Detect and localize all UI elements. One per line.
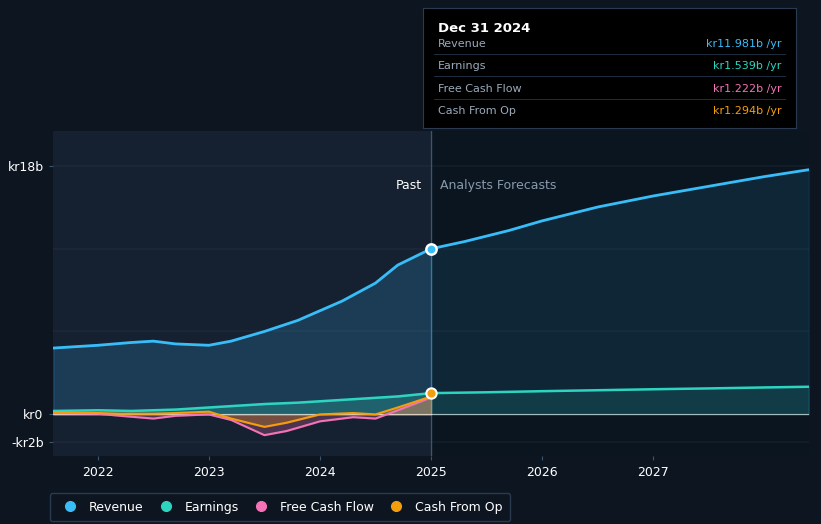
Bar <box>431 131 809 456</box>
Text: kr1.294b /yr: kr1.294b /yr <box>713 106 782 116</box>
Text: Cash From Op: Cash From Op <box>438 106 516 116</box>
Point <box>424 245 438 253</box>
Legend: Revenue, Earnings, Free Cash Flow, Cash From Op: Revenue, Earnings, Free Cash Flow, Cash … <box>50 493 510 521</box>
Text: Dec 31 2024: Dec 31 2024 <box>438 23 530 35</box>
Bar <box>53 131 431 456</box>
Text: Free Cash Flow: Free Cash Flow <box>438 84 521 94</box>
Text: Past: Past <box>396 179 422 192</box>
Text: kr11.981b /yr: kr11.981b /yr <box>706 39 782 49</box>
Text: Revenue: Revenue <box>438 39 487 49</box>
Text: Earnings: Earnings <box>438 61 486 71</box>
Text: kr1.222b /yr: kr1.222b /yr <box>713 84 782 94</box>
Point <box>424 389 438 397</box>
Text: Analysts Forecasts: Analysts Forecasts <box>440 179 557 192</box>
Text: kr1.539b /yr: kr1.539b /yr <box>713 61 782 71</box>
